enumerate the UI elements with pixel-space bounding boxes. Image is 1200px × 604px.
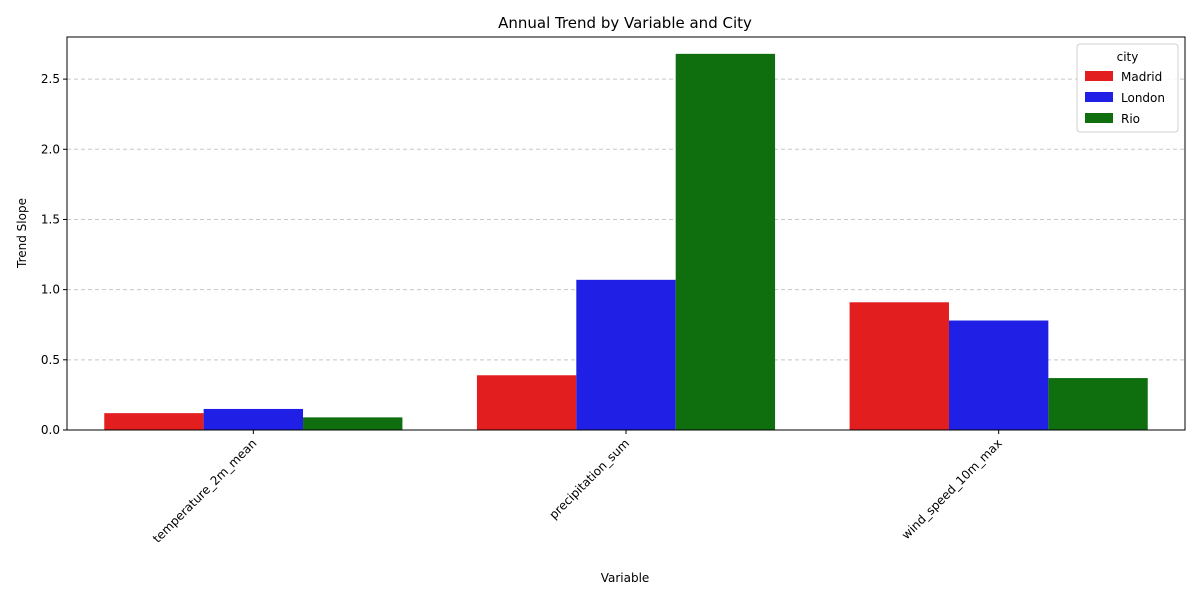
- chart-title: Annual Trend by Variable and City: [498, 14, 752, 32]
- y-tick-label: 2.5: [41, 72, 60, 86]
- x-tick-label: precipitation_sum: [546, 436, 632, 522]
- legend-swatch-rio: [1085, 113, 1113, 123]
- bar-madrid-wind_speed_10m_max: [849, 302, 949, 430]
- x-tick-label: wind_speed_10m_max: [899, 436, 1005, 542]
- y-tick-label: 0.5: [41, 353, 60, 367]
- bar-madrid-temperature_2m_mean: [104, 413, 204, 430]
- legend-label-rio: Rio: [1121, 112, 1140, 126]
- bar-madrid-precipitation_sum: [476, 375, 577, 430]
- x-tick-label: temperature_2m_mean: [150, 436, 259, 545]
- bar-rio-temperature_2m_mean: [303, 417, 403, 430]
- y-tick-label: 0.0: [41, 423, 60, 437]
- bar-rio-precipitation_sum: [675, 53, 776, 430]
- y-axis-label: Trend Slope: [15, 198, 29, 269]
- plot-frame: [66, 36, 1186, 431]
- bar-london-precipitation_sum: [576, 279, 676, 430]
- legend-title: city: [1117, 50, 1139, 64]
- legend-label-london: London: [1121, 91, 1165, 105]
- bar-london-wind_speed_10m_max: [948, 320, 1049, 430]
- legend-label-madrid: Madrid: [1121, 70, 1162, 84]
- y-tick-label: 2.0: [41, 142, 60, 156]
- legend-swatch-madrid: [1085, 71, 1113, 81]
- legend-swatch-london: [1085, 92, 1113, 102]
- legend: city Madrid London Rio: [1076, 43, 1179, 133]
- x-axis-label: Variable: [601, 571, 650, 585]
- legend-box: [1076, 43, 1179, 133]
- y-tick-label: 1.0: [41, 283, 60, 297]
- y-tick-label: 1.5: [41, 212, 60, 226]
- bar-london-temperature_2m_mean: [203, 408, 304, 430]
- bar-rio-wind_speed_10m_max: [1048, 378, 1148, 430]
- bars: [104, 53, 1148, 430]
